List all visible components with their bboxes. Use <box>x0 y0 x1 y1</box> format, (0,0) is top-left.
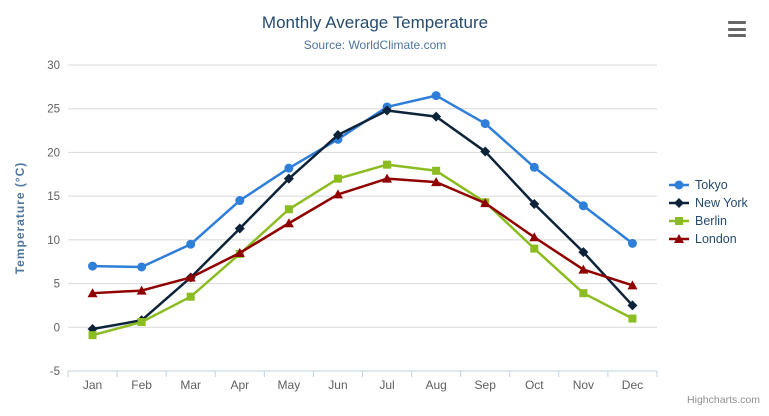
y-axis-label: 15 <box>47 191 60 203</box>
data-point-marker-tokyo[interactable] <box>529 162 539 172</box>
data-point-marker-new-york[interactable] <box>431 111 442 122</box>
axes <box>67 370 658 377</box>
hamburger-bar <box>728 21 746 24</box>
x-axis-label: Dec <box>622 378 643 392</box>
chart-subtitle: Source: WorldClimate.com <box>303 38 447 52</box>
x-axis-label: Oct <box>525 378 544 392</box>
x-axis-label: Apr <box>230 378 249 392</box>
legend: Tokyo New York Berlin London <box>668 176 748 248</box>
data-point-marker-tokyo[interactable] <box>137 262 147 272</box>
y-axis-label: 20 <box>47 147 60 159</box>
x-axis-label: Sep <box>475 378 497 392</box>
y-axis-label: 5 <box>54 279 60 291</box>
y-axis-label: 30 <box>47 60 60 72</box>
legend-marker-london <box>674 233 684 243</box>
data-point-marker-london[interactable] <box>431 177 442 187</box>
y-axis-title: Temperature (°C) <box>13 162 27 275</box>
data-point-marker-berlin[interactable] <box>530 244 539 253</box>
x-axis-label: Jun <box>328 378 347 392</box>
data-point-marker-london[interactable] <box>578 264 589 274</box>
series-line-berlin <box>91 163 634 337</box>
series-layer <box>87 91 638 340</box>
data-point-marker-berlin[interactable] <box>628 314 637 323</box>
gridlines <box>68 64 657 328</box>
legend-label-new-york: New York <box>695 195 748 210</box>
legend-label-london: London <box>695 231 737 246</box>
data-point-marker-new-york[interactable] <box>332 129 343 140</box>
data-point-marker-berlin[interactable] <box>88 331 97 340</box>
data-point-marker-london[interactable] <box>382 173 393 183</box>
data-point-marker-new-york[interactable] <box>578 247 589 258</box>
credits-link[interactable]: Highcharts.com <box>687 394 760 406</box>
data-point-marker-london[interactable] <box>234 247 245 257</box>
hamburger-menu-icon[interactable] <box>726 18 752 40</box>
legend-label-berlin: Berlin <box>695 213 727 228</box>
legend-item-berlin[interactable]: Berlin <box>668 212 748 229</box>
legend-item-new-york[interactable]: New York <box>668 194 748 211</box>
x-axis-label: Mar <box>180 378 201 392</box>
data-point-marker-tokyo[interactable] <box>88 261 98 271</box>
series-london <box>87 173 638 298</box>
legend-marker-berlin <box>675 216 683 225</box>
chart-title: Monthly Average Temperature <box>261 13 489 32</box>
legend-symbol-circle-icon <box>669 180 689 189</box>
data-point-marker-new-york[interactable] <box>627 300 638 311</box>
data-point-marker-berlin[interactable] <box>333 174 342 183</box>
data-point-marker-tokyo[interactable] <box>627 238 637 248</box>
data-point-marker-tokyo[interactable] <box>186 239 196 249</box>
data-point-marker-london[interactable] <box>87 288 98 298</box>
hamburger-bar <box>728 27 746 31</box>
x-axis-label: Feb <box>131 378 152 392</box>
x-axis-label: Aug <box>425 378 446 392</box>
y-axis-label: -5 <box>50 366 60 378</box>
data-point-marker-london[interactable] <box>283 218 294 228</box>
data-point-marker-new-york[interactable] <box>480 146 491 157</box>
axis-labels: -5 0 5 10 15 20 25 30 Jan Feb Mar Apr May Jun Jul Aug Se… <box>47 60 643 392</box>
data-point-marker-berlin[interactable] <box>579 289 588 298</box>
legend-symbol-diamond-icon <box>669 197 689 208</box>
data-point-marker-london[interactable] <box>480 198 491 208</box>
x-axis-label: Nov <box>573 378 594 392</box>
x-axis-label: May <box>278 378 301 392</box>
data-point-marker-tokyo[interactable] <box>235 196 245 206</box>
data-point-marker-london[interactable] <box>529 232 540 242</box>
data-point-marker-london[interactable] <box>627 280 638 290</box>
data-point-marker-tokyo[interactable] <box>431 91 441 101</box>
data-point-marker-tokyo[interactable] <box>480 119 490 129</box>
series-new-york <box>87 105 638 335</box>
y-axis-label: 0 <box>54 322 60 334</box>
series-line-london <box>91 177 634 295</box>
data-point-marker-berlin[interactable] <box>432 166 441 175</box>
legend-symbol-square-icon <box>669 216 689 225</box>
data-point-marker-berlin[interactable] <box>186 292 195 301</box>
data-point-marker-london[interactable] <box>185 272 196 282</box>
hamburger-bar <box>728 34 746 37</box>
data-point-marker-new-york[interactable] <box>382 105 393 116</box>
data-point-marker-new-york[interactable] <box>529 199 540 210</box>
x-axis-label: Jul <box>379 378 394 392</box>
data-point-marker-london[interactable] <box>136 285 147 295</box>
data-point-marker-new-york[interactable] <box>283 173 294 184</box>
data-point-marker-berlin[interactable] <box>137 318 146 327</box>
legend-label-tokyo: Tokyo <box>695 177 728 192</box>
data-point-marker-tokyo[interactable] <box>284 163 294 173</box>
legend-item-tokyo[interactable]: Tokyo <box>668 176 748 193</box>
legend-symbol-triangle-icon <box>669 233 689 243</box>
y-axis-label: 10 <box>47 235 60 247</box>
data-point-marker-london[interactable] <box>332 189 343 199</box>
series-line-tokyo <box>91 94 634 269</box>
x-axis-label: Jan <box>83 378 102 392</box>
y-axis-label: 25 <box>47 104 60 116</box>
legend-marker-tokyo <box>674 180 684 189</box>
legend-marker-new-york <box>674 197 684 208</box>
data-point-marker-berlin[interactable] <box>383 160 392 169</box>
data-point-marker-tokyo[interactable] <box>578 201 588 211</box>
legend-item-london[interactable]: London <box>668 230 748 247</box>
data-point-marker-new-york[interactable] <box>234 223 245 234</box>
data-point-marker-berlin[interactable] <box>284 205 293 214</box>
series-tokyo <box>88 91 637 272</box>
series-line-new-york <box>91 109 634 331</box>
